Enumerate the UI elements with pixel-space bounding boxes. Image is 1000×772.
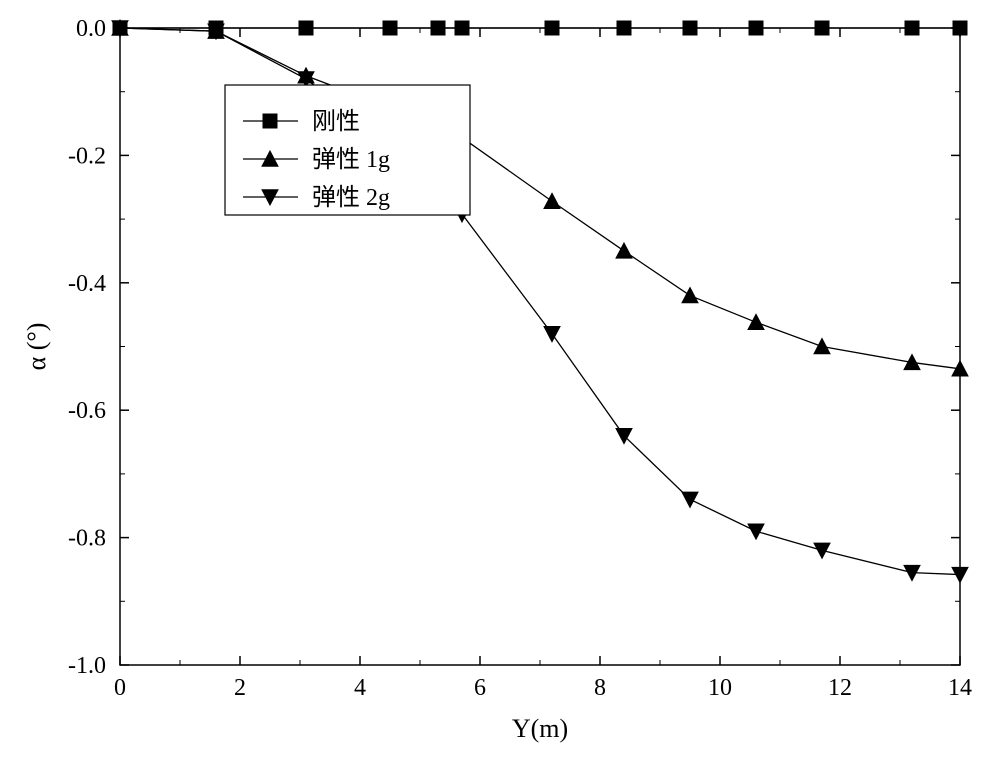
legend-label-rigid: 刚性 bbox=[312, 108, 360, 135]
legend: 刚性弹性 1g 弹性 2g bbox=[225, 85, 470, 215]
y-axis-title: α (°) bbox=[22, 323, 51, 371]
legend-label-elastic2g: 弹性 2g bbox=[312, 184, 390, 211]
y-tick-label: -0.2 bbox=[68, 143, 106, 169]
x-tick-label: 12 bbox=[828, 675, 852, 701]
x-tick-label: 8 bbox=[594, 675, 606, 701]
x-axis-title: Y(m) bbox=[512, 714, 568, 743]
x-tick-label: 2 bbox=[234, 675, 246, 701]
y-tick-label: -0.8 bbox=[68, 526, 106, 552]
x-tick-label: 6 bbox=[474, 675, 486, 701]
chart-container: 0 2 4 6 8 10 12 14 Y(m) 0.0 -0.2 -0.4 -0.6 -0.8 -1.0 α … bbox=[0, 0, 1000, 772]
x-tick-label: 14 bbox=[948, 675, 972, 701]
y-tick-label: -0.4 bbox=[68, 271, 106, 297]
legend-label-elastic1g: 弹性 1g bbox=[312, 146, 390, 173]
line-chart: 0 2 4 6 8 10 12 14 Y(m) 0.0 -0.2 -0.4 -0.6 -0.8 -1.0 α … bbox=[0, 0, 1000, 772]
x-tick-label: 4 bbox=[354, 675, 366, 701]
y-tick-label: -1.0 bbox=[68, 653, 106, 679]
y-tick-label: 0.0 bbox=[76, 16, 106, 42]
y-tick-label: -0.6 bbox=[68, 398, 106, 424]
x-tick-label: 0 bbox=[114, 675, 126, 701]
x-tick-label: 10 bbox=[708, 675, 732, 701]
